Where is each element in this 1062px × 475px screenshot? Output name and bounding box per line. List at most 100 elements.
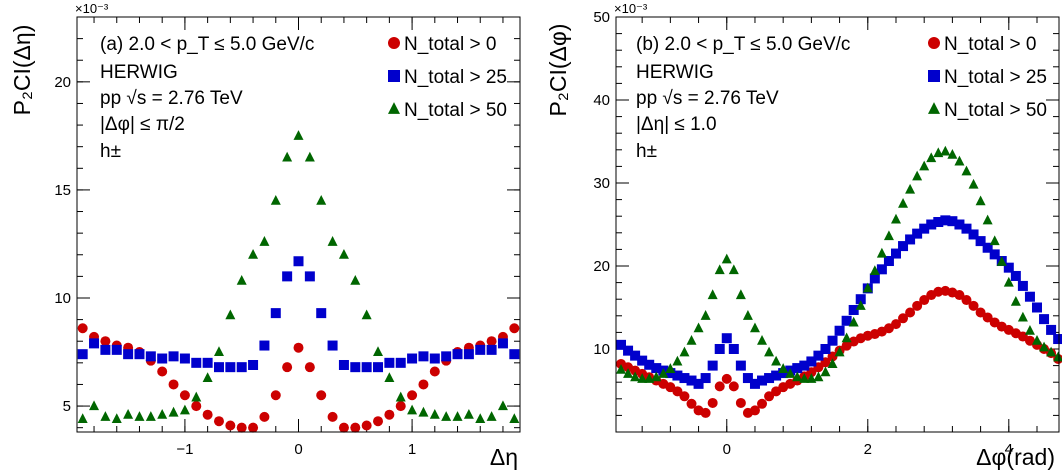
panel-a-data-point: [157, 353, 168, 364]
panel-a-data-point: [191, 357, 202, 368]
panel-a-y-axis-label: P₂CI(Δη): [9, 25, 35, 116]
panel-a-data-point: [509, 323, 520, 334]
panel-a-data-point: [418, 406, 429, 417]
panel-a-legend-marker-1: [388, 37, 400, 49]
panel-a-data-point: [475, 344, 486, 355]
panel-b-data-point: [672, 386, 683, 397]
panel-b-legend-marker-2: [928, 70, 940, 82]
panel-a-legend: N_total > 0 N_total > 25 N_total > 50: [388, 34, 507, 121]
panel-b-data-point: [947, 149, 958, 159]
panel-b-data-point: [735, 360, 746, 371]
panel-a-data-point: [259, 236, 270, 246]
panel-a-data-point: [179, 390, 190, 401]
panel-b-data-point: [707, 397, 718, 408]
panel-a-data-point: [270, 390, 281, 401]
panel-b-plot-area: 0 2 4 10 20 30 40 50: [593, 9, 1062, 458]
panel-a-legend-label-2: N_total > 25: [404, 67, 507, 88]
panel-a-data-point: [509, 413, 520, 424]
panel-b-data-point: [898, 313, 909, 324]
panel-a-legend-marker-2: [388, 70, 400, 82]
panel-b-data-point: [1017, 311, 1028, 322]
panel-b-data-point: [742, 373, 753, 384]
panel-a-data-point: [338, 359, 349, 370]
panel-b-legend-label-2: N_total > 25: [944, 67, 1047, 88]
panel-b-data-point: [1017, 280, 1028, 291]
panel-a-data-point: [293, 130, 304, 140]
panel-a-data-point: [304, 362, 315, 373]
panel-b-data-point: [912, 228, 923, 239]
panel-b-data-point: [637, 355, 648, 366]
panel-b-data-point: [1039, 341, 1050, 352]
panel-a-y-tick-label: 10: [54, 290, 71, 307]
panel-b-data-point: [637, 373, 648, 383]
panel-a-data-point: [270, 194, 281, 205]
panel-a-data-point: [225, 420, 236, 431]
panel-a-data-point: [452, 411, 463, 421]
panel-b-frame: [615, 16, 1060, 433]
panel-a-series-2: [77, 256, 520, 373]
panel-b-data-point: [749, 405, 760, 416]
panel-a-data-point: [509, 349, 520, 360]
panel-b-y-tick-label: 50: [593, 9, 610, 26]
panel-a-data-point: [100, 344, 111, 355]
panel-a-y-tick-label: 20: [54, 74, 71, 91]
panel-b-data-point: [778, 363, 789, 373]
panel-b-data-point: [898, 241, 909, 252]
panel-b-data-point: [989, 235, 1000, 246]
panel-b-data-point: [693, 378, 704, 389]
panel-b-data-point: [982, 312, 993, 323]
panel-a-data-point: [293, 342, 304, 353]
panel-b-data-point: [651, 363, 662, 374]
panel-b-data-point: [1032, 302, 1043, 313]
panel-a-data-point: [373, 416, 384, 427]
panel-b-data-point: [1046, 346, 1057, 357]
panel-b-data-point: [961, 295, 972, 306]
panel-a-exponent: ×10⁻³: [75, 1, 109, 16]
panel-b-data-point: [679, 346, 690, 357]
panel-b-legend-label-1: N_total > 0: [944, 34, 1036, 55]
panel-a-series-1: [77, 323, 520, 433]
panel-a-data-point: [486, 344, 497, 355]
panel-a-data-point: [338, 422, 349, 433]
panel-b-data-point: [890, 248, 901, 259]
panel-a-series-3: [77, 130, 520, 424]
panel-a-data-point: [89, 338, 100, 349]
panel-b-data-point: [975, 236, 986, 247]
panel-a-data-point: [361, 362, 372, 373]
panel-b-data-point: [686, 334, 697, 345]
panel-a-data-point: [213, 346, 224, 357]
panel-b-data-point: [1024, 291, 1035, 302]
panel-a-x-tick-label: −1: [176, 441, 193, 458]
panel-a-info-line-3: |Δφ| ≤ π/2: [100, 114, 185, 135]
panel-b-data-point: [996, 256, 1007, 266]
panel-a-data-point: [213, 362, 224, 373]
panel-a-data-point: [202, 357, 213, 368]
panel-b-data-point: [919, 160, 930, 171]
panel-b-legend: N_total > 0 N_total > 25 N_total > 50: [928, 34, 1047, 121]
panel-b-data-point: [764, 391, 775, 402]
panel-a-data-point: [497, 400, 508, 411]
panel-a-data-point: [236, 362, 247, 373]
panel-b-info-line-4: h±: [636, 141, 657, 162]
panel-a-data-point: [350, 274, 361, 285]
panel-b-data-point: [728, 264, 739, 275]
panel-b-data-point: [883, 230, 894, 241]
panel-b-legend-marker-1: [928, 37, 940, 49]
panel-a-data-point: [418, 351, 429, 362]
panel-a-data-point: [225, 362, 236, 373]
panel-a-data-point: [327, 340, 338, 351]
panel-a-data-point: [100, 336, 111, 347]
panel-b-data-point: [926, 152, 937, 163]
panel-a-data-point: [145, 411, 156, 421]
panel-a-data-point: [225, 309, 236, 320]
panel-a-data-point: [134, 349, 145, 360]
panel-b-data-point: [869, 265, 880, 276]
panel-b-data-point: [714, 264, 725, 275]
panel-a-data-point: [236, 422, 247, 433]
panel-b-data-point: [905, 183, 916, 194]
panel-b-data-point: [721, 253, 732, 264]
panel-b: 0 2 4 10 20 30 40 50 ×10⁻³ P₂CI(Δφ) Δφ(rad) (b)…: [545, 1, 1062, 470]
panel-a-legend-label-3: N_total > 50: [404, 100, 507, 121]
panel-b-data-point: [1010, 270, 1021, 281]
panel-b-data-point: [651, 371, 662, 382]
